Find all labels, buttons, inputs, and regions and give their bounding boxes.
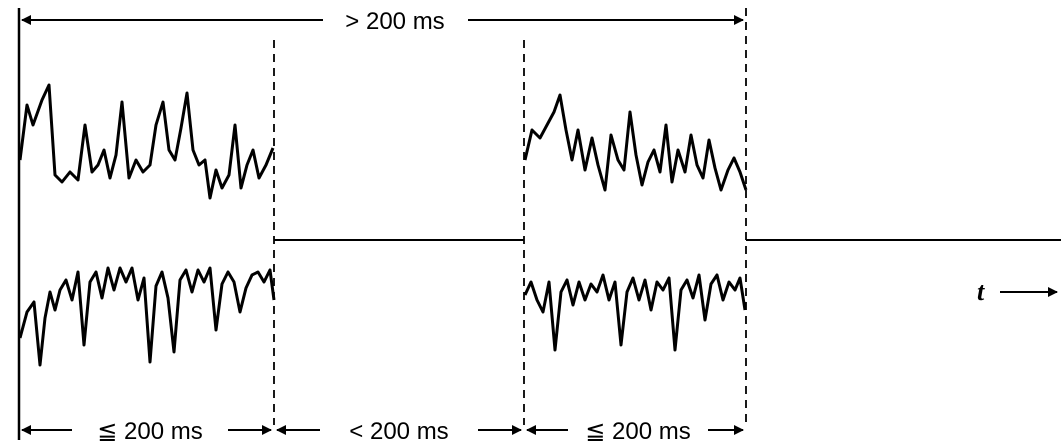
time-axis-indicator: t bbox=[977, 277, 1058, 306]
bottom-span-1: ≦ 200 ms bbox=[21, 418, 272, 445]
lower-waveform-segment-2 bbox=[523, 273, 747, 352]
top-span-arrow: > 200 ms bbox=[21, 8, 744, 35]
lower-waveform-segment-1 bbox=[18, 266, 276, 367]
upper-waveform-segment-1 bbox=[18, 83, 275, 200]
top-span-label: > 200 ms bbox=[345, 8, 444, 35]
upper-waveform-segment-2 bbox=[523, 93, 748, 192]
bottom-span-label-3: ≦ 200 ms bbox=[585, 418, 690, 445]
bottom-span-label-1: ≦ 200 ms bbox=[97, 418, 202, 445]
bottom-span-3: ≦ 200 ms bbox=[526, 418, 744, 445]
bottom-span-label-2: < 200 ms bbox=[349, 418, 448, 445]
bottom-span-2: < 200 ms bbox=[276, 418, 522, 445]
time-axis-label: t bbox=[977, 277, 985, 306]
